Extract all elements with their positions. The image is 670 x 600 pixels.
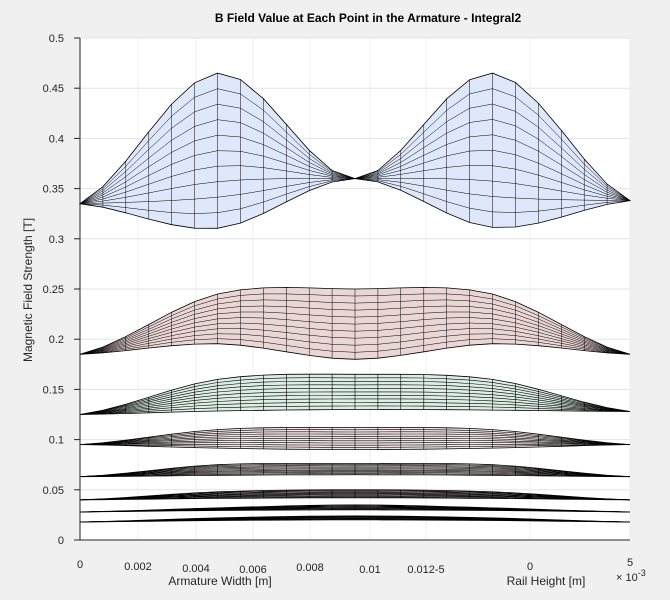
z-tick-label: 0.35	[43, 184, 64, 196]
z-tick-label: 0	[58, 535, 64, 547]
x-tick-label: 0.01	[359, 564, 380, 576]
y-axis-exponent: × 10-3	[616, 568, 646, 584]
x-tick-label: 0.002	[124, 561, 152, 573]
z-tick-label: 0.1	[49, 435, 64, 447]
z-tick-label: 0.5	[49, 33, 64, 45]
x-tick-label: 0	[77, 559, 83, 571]
x-tick-label: 0.008	[296, 562, 324, 574]
surface-layer-3	[79, 373, 631, 415]
x-tick-label: 0.006	[239, 564, 267, 576]
surfaces	[78, 72, 632, 523]
z-tick-label: 0.2	[49, 334, 64, 346]
z-tick-label: 0.15	[43, 384, 64, 396]
x-tick-label: 0.004	[182, 563, 210, 575]
z-tick-label: 0.3	[49, 234, 64, 246]
y-tick-label: 0	[527, 561, 533, 573]
x-tick-label: 0.012-5	[407, 564, 444, 576]
surface-layer-6	[79, 489, 631, 501]
surface-layer-8	[79, 515, 631, 523]
z-tick-label: 0.45	[43, 83, 64, 95]
surface-layer-1	[78, 72, 632, 229]
y-tick-label: 5	[627, 557, 633, 569]
x-axis-label: Armature Width [m]	[168, 574, 271, 588]
x-tick-labels: 0 0.002 0.004 0.006 0.008 0.01 0.012-5	[77, 559, 445, 576]
z-tick-labels: 0 0.05 0.1 0.15 0.2 0.25 0.3 0.35 0.4 0.45 0.5	[43, 33, 80, 547]
surface-layer-4	[79, 426, 631, 450]
z-tick-label: 0.25	[43, 284, 64, 296]
z-tick-label: 0.05	[43, 485, 64, 497]
y-axis-label: Rail Height [m]	[507, 574, 586, 588]
surface-layer-5	[79, 462, 631, 478]
z-axis-label: Magnetic Field Strength [T]	[21, 218, 35, 362]
surface-layer-2	[79, 286, 631, 360]
y-axis-exponent-base: × 10	[616, 572, 638, 584]
surface-layer-7	[79, 504, 631, 513]
y-axis-exponent-power: -3	[638, 568, 646, 578]
z-tick-label: 0.4	[49, 133, 64, 145]
chart-title: B Field Value at Each Point in the Armat…	[215, 11, 522, 25]
